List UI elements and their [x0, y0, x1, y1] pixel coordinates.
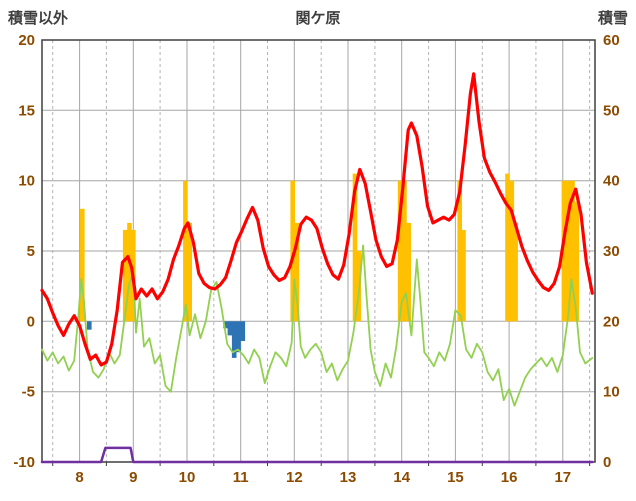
- bar: [294, 222, 300, 322]
- right-axis-tick-label: 50: [603, 102, 620, 119]
- left-axis-tick-label: -5: [22, 384, 35, 401]
- series-blue-bars: [87, 321, 246, 358]
- series-red-line: [40, 72, 594, 367]
- bar: [187, 222, 192, 322]
- bar: [509, 180, 515, 322]
- bar: [561, 180, 567, 322]
- right-axis-tick-label: 20: [603, 313, 620, 330]
- bar: [127, 222, 132, 322]
- series-green-line: [41, 244, 594, 407]
- left-axis-tick-label: 5: [27, 243, 35, 260]
- x-axis-tick-label: 15: [447, 469, 464, 486]
- right-axis-tick-label: 30: [603, 243, 620, 260]
- left-axis-tick-label: 10: [18, 173, 35, 190]
- right-axis-tick-label: 10: [603, 384, 620, 401]
- line-path: [41, 244, 594, 407]
- right-axis-tick-label: 60: [603, 32, 620, 49]
- right-axis-title: 積雪: [597, 9, 628, 27]
- left-axis-title: 積雪以外: [7, 9, 68, 27]
- bar: [457, 180, 462, 322]
- x-axis-tick-label: 13: [340, 469, 357, 486]
- bar: [236, 321, 241, 353]
- bar: [397, 180, 403, 322]
- bar: [565, 180, 571, 322]
- bar: [505, 173, 510, 322]
- chart-series: [40, 72, 594, 464]
- x-axis-tick-label: 10: [179, 469, 196, 486]
- bar: [290, 180, 295, 322]
- bar: [402, 180, 407, 322]
- left-axis-tick-label: -10: [13, 454, 35, 471]
- bar: [352, 173, 358, 322]
- x-axis-tick-label: 16: [501, 469, 518, 486]
- bar: [231, 321, 237, 358]
- x-axis-tick-label: 17: [554, 469, 571, 486]
- bar: [570, 180, 575, 322]
- x-axis-tick-label: 9: [129, 469, 137, 486]
- left-axis-tick-label: 20: [18, 32, 35, 49]
- bar: [223, 321, 228, 329]
- series-purple-line: [40, 446, 594, 464]
- bar: [122, 229, 128, 322]
- bar: [87, 321, 92, 330]
- x-axis-tick-label: 14: [393, 469, 410, 486]
- bar: [80, 208, 85, 322]
- chart-title: 関ケ原: [295, 10, 340, 27]
- x-axis-tick-label: 11: [233, 469, 249, 486]
- left-axis-tick-label: 15: [18, 102, 35, 119]
- x-axis-tick-label: 8: [75, 469, 83, 486]
- bar: [183, 180, 188, 322]
- bar: [240, 321, 246, 341]
- x-axis-tick-label: 12: [286, 469, 303, 486]
- bar: [513, 222, 518, 322]
- line-path: [40, 446, 594, 464]
- bar: [574, 201, 580, 322]
- bar: [227, 321, 233, 336]
- bar: [461, 229, 466, 322]
- right-axis-tick-label: 40: [603, 173, 620, 190]
- right-axis-tick-label: 0: [603, 454, 611, 471]
- bar: [406, 222, 411, 322]
- line-path: [40, 72, 594, 367]
- left-axis-tick-label: 0: [27, 313, 35, 330]
- series-orange-bars: [80, 173, 580, 322]
